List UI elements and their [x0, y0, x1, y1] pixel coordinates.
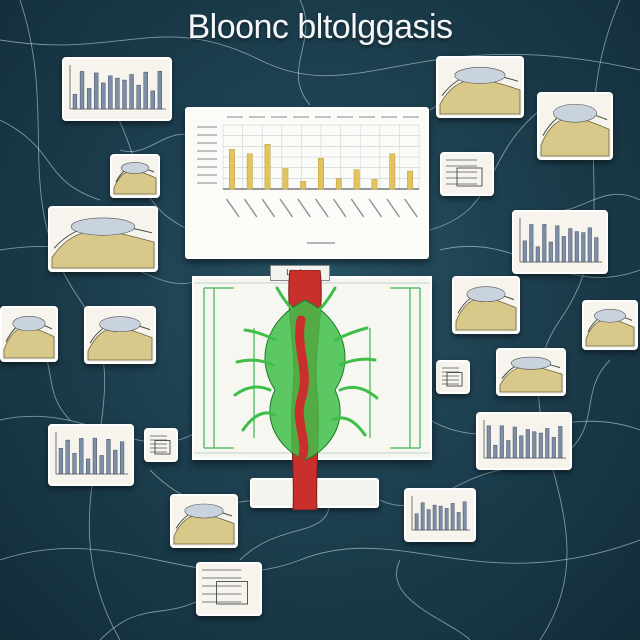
thumb-bar-chart-bottom-right-2 [404, 488, 476, 542]
vessel-illustration [233, 270, 379, 510]
thumb-bar-chart-right [512, 210, 608, 274]
bar [389, 153, 396, 190]
thumb-bar-chart-left [48, 424, 134, 486]
bar [371, 179, 378, 190]
thumb-small-card-left [144, 428, 178, 462]
thumb-illustration-right-2 [452, 276, 520, 334]
bar [300, 181, 307, 190]
thumb-illustration-left-1 [48, 206, 158, 272]
main-bar-chart [185, 107, 429, 259]
thumb-illustration-top-right [436, 56, 524, 118]
thumb-diagram-left [110, 154, 160, 198]
bar [246, 153, 253, 190]
tick-label-mark [404, 198, 418, 218]
tick-label-mark [225, 198, 240, 218]
tick-label-mark [332, 198, 347, 218]
bar [407, 170, 414, 190]
tick-label-mark [243, 198, 258, 218]
tick-label-mark [350, 198, 365, 218]
tick-label-mark [386, 198, 400, 218]
thumb-illustration-left-3 [84, 306, 156, 364]
thumb-small-card-mid-right [436, 360, 470, 394]
tick-label-mark [315, 198, 329, 218]
bar [264, 143, 271, 190]
bar [228, 149, 235, 190]
thumb-bar-chart-bottom-right [476, 412, 572, 470]
thumb-chart-bottom [196, 562, 262, 616]
thumb-illustration-right [537, 92, 613, 160]
thumb-illustration-right-3 [496, 348, 566, 396]
tick-label-mark [261, 198, 276, 218]
thumb-illustration-left-2 [0, 306, 58, 362]
bar [335, 178, 342, 190]
thumb-illustration-bottom-left [170, 494, 238, 548]
page-title: Bloonc bltolggasis [187, 8, 453, 46]
bar [353, 169, 360, 190]
thumb-bar-chart-top-left [62, 57, 172, 121]
bar [282, 168, 289, 190]
thumb-line-chart-right [440, 152, 494, 196]
tick-label-mark [368, 198, 383, 218]
tick-label-mark [297, 198, 311, 218]
bar [318, 158, 324, 190]
thumb-small-card-right [582, 300, 638, 350]
tick-label-mark [279, 198, 294, 218]
